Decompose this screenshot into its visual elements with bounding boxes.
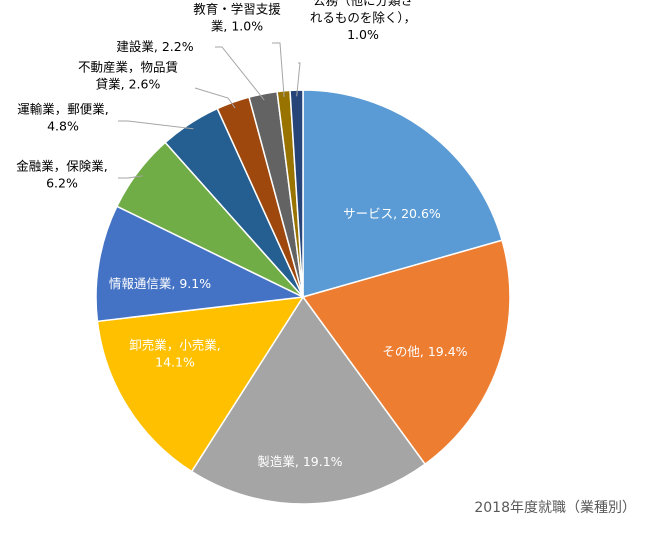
data-label-other-line1: その他, 19.4% [382,344,467,359]
pie-slice-information [95,205,306,323]
leader-line-realestate [194,87,236,109]
data-label-finance-line1: 金融業，保険業, [16,159,107,174]
leader-line-finance [118,175,143,179]
data-label-wholesale-retail-line2: 14.1% [155,355,195,370]
data-label-public-line1: 公務（他に分類さ [313,0,413,8]
chart-caption: 2018年度就職（業種別） [474,500,636,516]
data-label-wholesale-retail-line1: 卸売業，小売業, [129,338,220,353]
leader-line-transport [118,120,194,130]
pie-slice-wholesale-retail [96,296,305,473]
pie-slice-public [289,89,304,298]
pie-slice-other [301,239,511,466]
leader-line-construction [215,46,265,101]
pie-slice-manufacturing [190,295,427,505]
data-label-realestate-line2: 貸業, 2.6% [96,77,161,92]
leader-line-public [296,62,301,97]
data-label-information-line1: 情報通信業, 9.1% [109,276,211,291]
data-label-education-line2: 業, 1.0% [211,19,263,34]
pie-slice-service [302,89,503,298]
data-label-transport-line1: 運輸業，郵便業, [17,102,108,117]
data-label-public-line2: れるものを除く）， [310,10,416,25]
data-label-service-line1: サービス, 20.6% [343,206,441,221]
data-label-finance-line2: 6.2% [46,176,78,191]
data-label-public-line3: 1.0% [347,27,379,42]
data-label-education-line1: 教育・学習支援 [193,2,281,17]
data-label-construction-line1: 建設業, 2.2% [116,39,193,54]
data-label-manufacturing-line1: 製造業, 19.1% [257,454,342,469]
data-label-transport-line2: 4.8% [47,119,79,134]
leader-line-education [272,42,285,98]
data-label-realestate-line1: 不動産業，物品賃 [78,60,178,75]
